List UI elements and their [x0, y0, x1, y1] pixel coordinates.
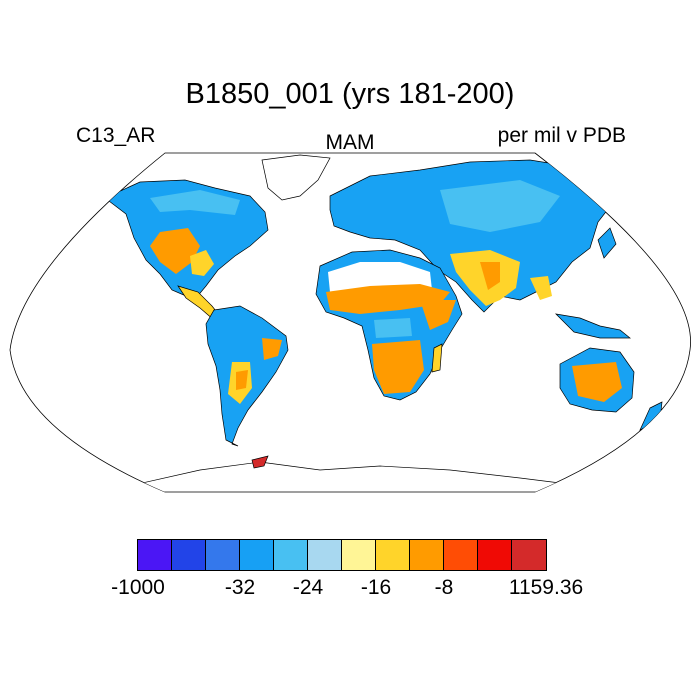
na-yellow: [190, 250, 214, 276]
colorbar-swatch: [206, 540, 240, 570]
na-orange: [150, 228, 200, 274]
colorbar-tick-label: 1159.36: [508, 576, 584, 599]
plot-title: B1850_001 (yrs 181-200): [185, 78, 515, 110]
colorbar-swatch: [512, 540, 546, 570]
colorbar-swatch: [444, 540, 478, 570]
colorbar: [137, 539, 547, 571]
colorbar-swatch: [342, 540, 376, 570]
colorbar-swatch: [240, 540, 274, 570]
sahel-orange: [326, 284, 450, 314]
colorbar-swatch: [478, 540, 512, 570]
antarctica: [119, 461, 601, 492]
units-label: per mil v PDB: [497, 124, 626, 147]
sa-orange: [262, 338, 282, 360]
indonesia: [554, 313, 631, 339]
east-africa-orange: [420, 300, 456, 330]
asia-light: [440, 180, 560, 232]
india-orange: [480, 262, 500, 290]
central-africa-light: [374, 318, 412, 338]
colorbar-tick-label: -32: [224, 576, 256, 599]
colorbar-tick-label: -16: [360, 576, 392, 599]
madagascar: [431, 343, 443, 373]
na-light-blue: [150, 190, 240, 215]
antarctic-peninsula: [251, 455, 269, 469]
colorbar-tick-label: -8: [434, 576, 454, 599]
colorbar-tick-label: -24: [292, 576, 324, 599]
greenland: [261, 154, 331, 201]
se-asia-orange: [530, 276, 552, 300]
colorbar-swatch: [138, 540, 172, 570]
colorbar-swatch: [172, 540, 206, 570]
colorbar-swatch: [376, 540, 410, 570]
season-label: MAM: [325, 131, 375, 154]
colorbar-tick-label: -1000: [111, 576, 165, 599]
variable-label: C13_AR: [76, 124, 156, 147]
south-africa-orange: [372, 340, 424, 394]
sa-orange2: [236, 370, 248, 390]
colorbar-swatch: [274, 540, 308, 570]
colorbar-swatch: [410, 540, 444, 570]
japan: [597, 227, 617, 259]
colorbar-swatch: [308, 540, 342, 570]
australia-orange: [572, 362, 622, 402]
